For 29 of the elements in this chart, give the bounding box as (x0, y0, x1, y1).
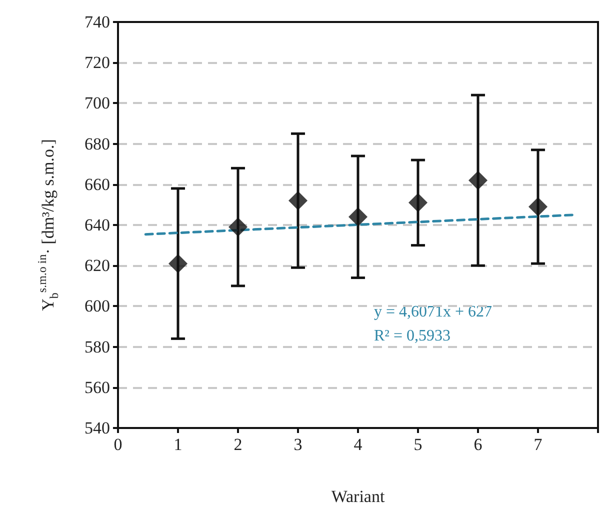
x-tick-label: 4 (354, 435, 363, 454)
y-axis-title: Ybs.m.o in· [dm³/kg s.m.o.] (35, 139, 61, 311)
x-tick-label: 2 (234, 435, 242, 454)
x-tick-label: 1 (174, 435, 182, 454)
x-tick-label: 7 (534, 435, 543, 454)
x-tick-label: 3 (294, 435, 302, 454)
annotation: R² = 0,5933 (374, 328, 450, 344)
y-tick-label: 700 (84, 94, 110, 113)
point (168, 254, 188, 274)
y-tick-label: 580 (84, 337, 110, 356)
x-tick-label: 6 (474, 435, 482, 454)
point (408, 193, 428, 212)
y-tick-label: 620 (84, 256, 110, 276)
x-axis-title: Wariant (331, 487, 385, 506)
x-tick-label: 5 (414, 435, 422, 454)
y-tick-label: 600 (84, 296, 110, 316)
y-tick-label: 740 (84, 12, 110, 32)
point (348, 207, 368, 226)
y-tick-label: 660 (84, 174, 110, 194)
x-tick-label: 0 (114, 435, 122, 454)
y-tick-label: 560 (84, 378, 110, 397)
point (528, 197, 548, 216)
y-tick-label: 640 (84, 216, 110, 234)
point (288, 191, 308, 210)
y-tick-label: 720 (84, 53, 110, 72)
point (468, 170, 488, 190)
y-tick-label: 540 (84, 418, 110, 438)
point (228, 218, 248, 237)
y-tick-label: 680 (84, 134, 110, 154)
